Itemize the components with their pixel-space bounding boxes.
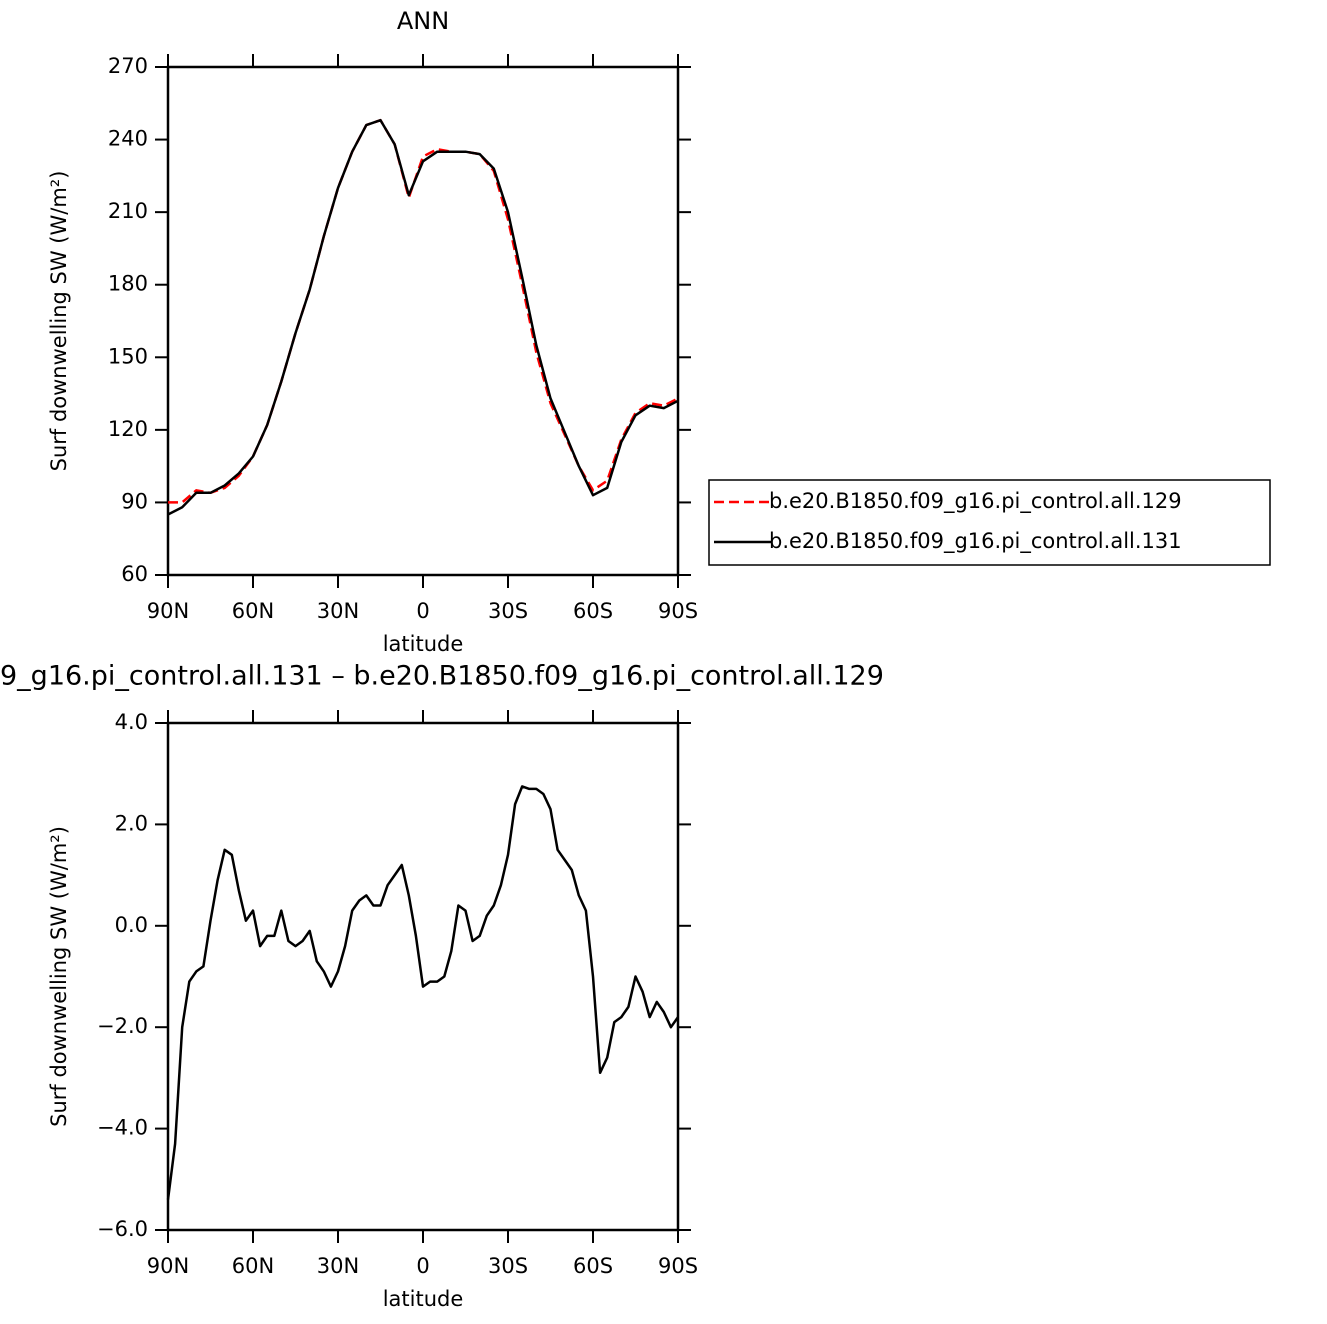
x-tick-label: 60S — [573, 599, 613, 623]
chart-title: 9_g16.pi_control.all.131 – b.e20.B1850.f… — [0, 661, 884, 692]
x-tick-label: 90N — [147, 1254, 189, 1278]
y-tick-label: 210 — [108, 199, 148, 223]
x-tick-label: 90S — [658, 1254, 698, 1278]
legend-label: b.e20.B1850.f09_g16.pi_control.all.131 — [769, 529, 1182, 554]
x-tick-label: 30N — [317, 1254, 359, 1278]
data-line — [167, 118, 679, 516]
x-tick-label: 0 — [416, 1254, 429, 1278]
x-tick-label: 60N — [232, 1254, 274, 1278]
x-tick-label: 60S — [573, 1254, 613, 1278]
y-tick-label: 90 — [121, 489, 148, 513]
y-tick-label: 0.0 — [115, 913, 148, 937]
y-tick-label: 4.0 — [115, 710, 148, 734]
y-tick-label: 120 — [108, 417, 148, 441]
x-axis-label: latitude — [383, 1287, 464, 1311]
y-tick-label: 180 — [108, 272, 148, 296]
y-axis-label: Surf downwelling SW (W/m²) — [47, 171, 71, 472]
y-tick-label: 270 — [108, 54, 148, 78]
y-tick-label: 2.0 — [115, 811, 148, 835]
x-tick-label: 90S — [658, 599, 698, 623]
data-line — [168, 118, 679, 504]
data-line — [166, 785, 680, 1200]
plot-frame — [166, 65, 680, 577]
legend-label: b.e20.B1850.f09_g16.pi_control.all.129 — [769, 489, 1182, 514]
x-tick-label: 30S — [488, 599, 528, 623]
y-tick-label: −2.0 — [97, 1014, 148, 1038]
x-tick-label: 30N — [317, 599, 359, 623]
y-tick-label: −4.0 — [97, 1116, 148, 1140]
y-tick-label: −6.0 — [97, 1217, 148, 1241]
y-tick-label: 60 — [121, 562, 148, 586]
x-tick-label: 90N — [147, 599, 189, 623]
x-tick-label: 60N — [232, 599, 274, 623]
y-tick-label: 240 — [108, 127, 148, 151]
chart-title: ANN — [397, 7, 449, 35]
y-axis-label: Surf downwelling SW (W/m²) — [47, 826, 71, 1127]
x-tick-label: 30S — [488, 1254, 528, 1278]
plot-frame — [166, 721, 680, 1232]
x-axis-label: latitude — [383, 632, 464, 656]
y-tick-label: 150 — [108, 344, 148, 368]
x-tick-label: 0 — [416, 599, 429, 623]
legend-box — [708, 479, 1271, 566]
